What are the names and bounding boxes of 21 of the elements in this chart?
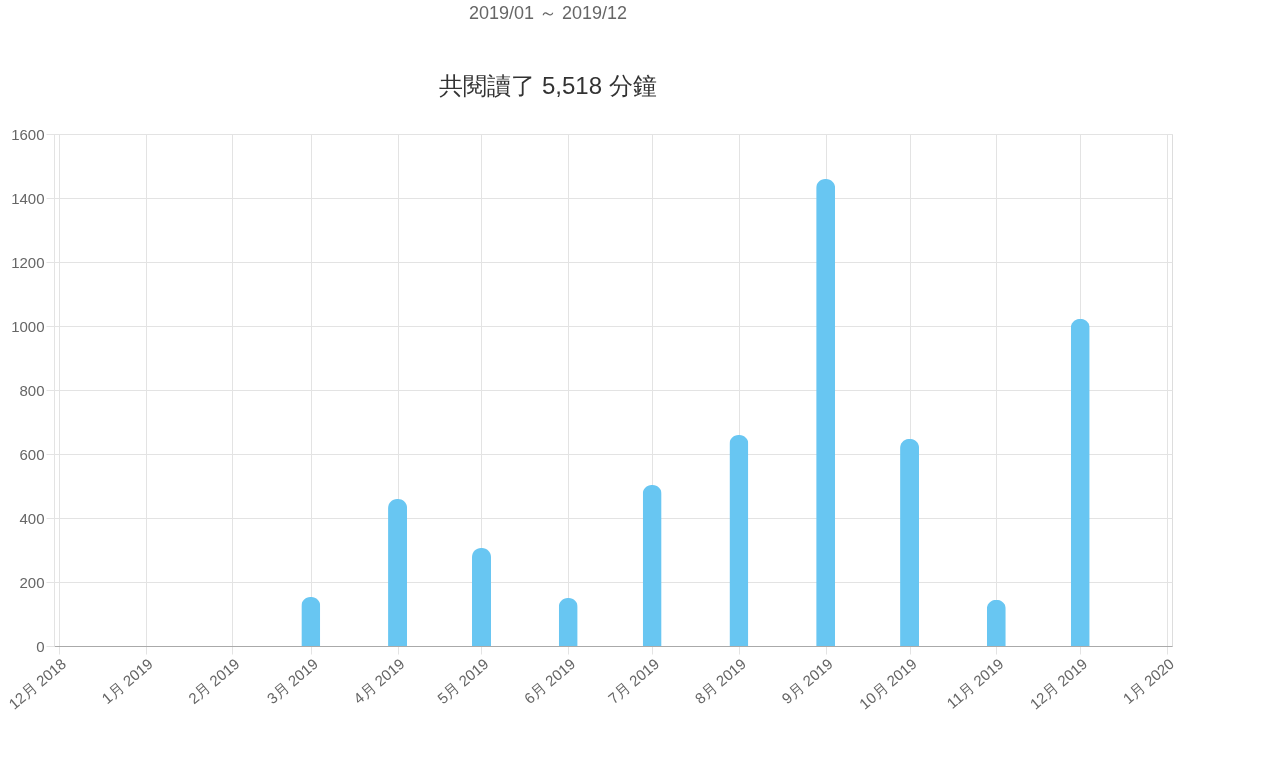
y-tick-label: 400 [19,509,45,527]
bar [986,599,1006,646]
bar [642,485,662,646]
y-tick-label: 1600 [11,125,45,143]
y-tick-label: 600 [19,445,45,463]
bar [729,435,749,646]
y-tick-label: 0 [36,637,45,655]
y-tick-label: 1400 [11,189,45,207]
bar [816,179,836,646]
bar [1070,318,1090,646]
bar [301,597,321,646]
chart-title: 共閱讀了 5,518 分鐘 [439,72,657,99]
bar [388,499,408,646]
y-tick-label: 200 [19,573,45,591]
y-tick-label: 1000 [11,317,45,335]
y-tick-label: 800 [19,381,45,399]
y-tick-label: 1200 [11,253,45,271]
chart-subtitle: 2019/01 ～ 2019/12 [468,3,628,23]
bar [558,598,578,646]
bar [900,438,920,646]
bar [471,548,491,646]
